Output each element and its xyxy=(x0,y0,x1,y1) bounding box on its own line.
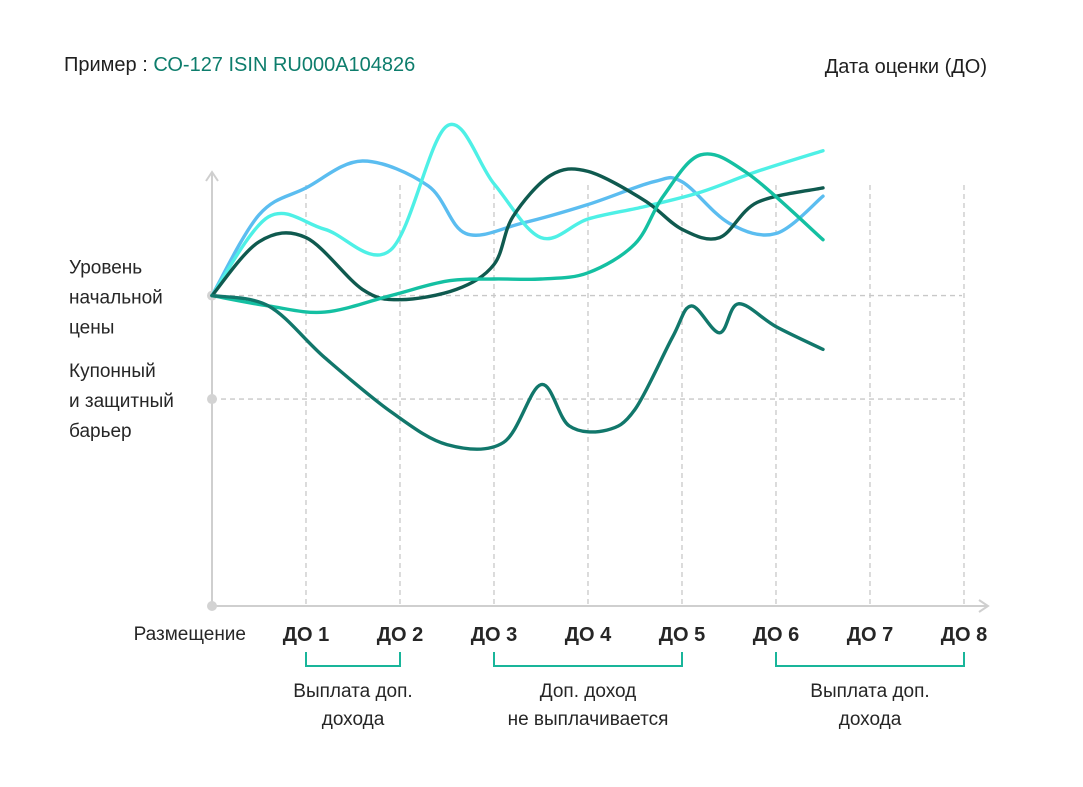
evaluation-date-title: Дата оценки (ДО) xyxy=(824,56,987,78)
y-level-label-line: цены xyxy=(69,318,114,339)
x-tick-label: ДО 5 xyxy=(659,624,705,646)
isin-label: СО-127 ISIN RU000A104826 xyxy=(153,54,416,76)
x-tick-label: ДО 1 xyxy=(283,624,329,646)
x-tick-label: ДО 7 xyxy=(847,624,893,646)
bracket-2 xyxy=(775,652,965,667)
level-dot-1 xyxy=(207,394,217,405)
series-layer xyxy=(210,122,825,451)
y-level-label-line: и защитный xyxy=(69,391,174,412)
series-line-mid-green xyxy=(210,152,825,315)
bracket-label-line: дохода xyxy=(322,709,385,730)
x-tick-label: ДО 3 xyxy=(471,624,517,646)
series-line-cyan xyxy=(210,122,825,298)
axes-layer xyxy=(205,170,990,613)
bracket-0 xyxy=(305,652,401,667)
y-level-label-line: Уровень xyxy=(69,258,142,279)
bracket-label-line: Выплата доп. xyxy=(810,681,929,702)
example-header: Пример : СО-127 ISIN RU000A104826 xyxy=(64,54,415,77)
x-tick-label: ДО 2 xyxy=(377,624,423,646)
x-label-placement: Размещение xyxy=(134,624,246,645)
bracket-label-line: Выплата доп. xyxy=(293,681,412,702)
bracket-layer: Выплата доп. дохода Доп. доход не выплачива… xyxy=(293,652,965,730)
x-axis-arrow-icon xyxy=(978,599,990,613)
series-line-teal xyxy=(210,293,825,451)
bracket-label-line: дохода xyxy=(839,709,902,730)
label-layer: Уровень начальной цены Купонный и защитный ба… xyxy=(69,258,987,646)
origin-dot xyxy=(207,601,217,611)
y-level-label-line: Купонный xyxy=(69,361,156,382)
bracket-1 xyxy=(493,652,683,667)
series-line-dark-green xyxy=(210,167,825,302)
x-tick-label: ДО 8 xyxy=(941,624,987,646)
bracket-label-line: не выплачивается xyxy=(508,709,669,730)
bracket-label-line: Доп. доход xyxy=(540,681,636,702)
x-tick-label: ДО 6 xyxy=(753,624,799,646)
example-prefix: Пример : xyxy=(64,54,154,76)
grid-layer xyxy=(212,185,965,606)
x-tick-label: ДО 4 xyxy=(565,624,612,646)
y-level-label-line: барьер xyxy=(69,421,132,442)
y-axis-arrow-icon xyxy=(205,170,219,182)
y-level-label-line: начальной xyxy=(69,288,163,309)
